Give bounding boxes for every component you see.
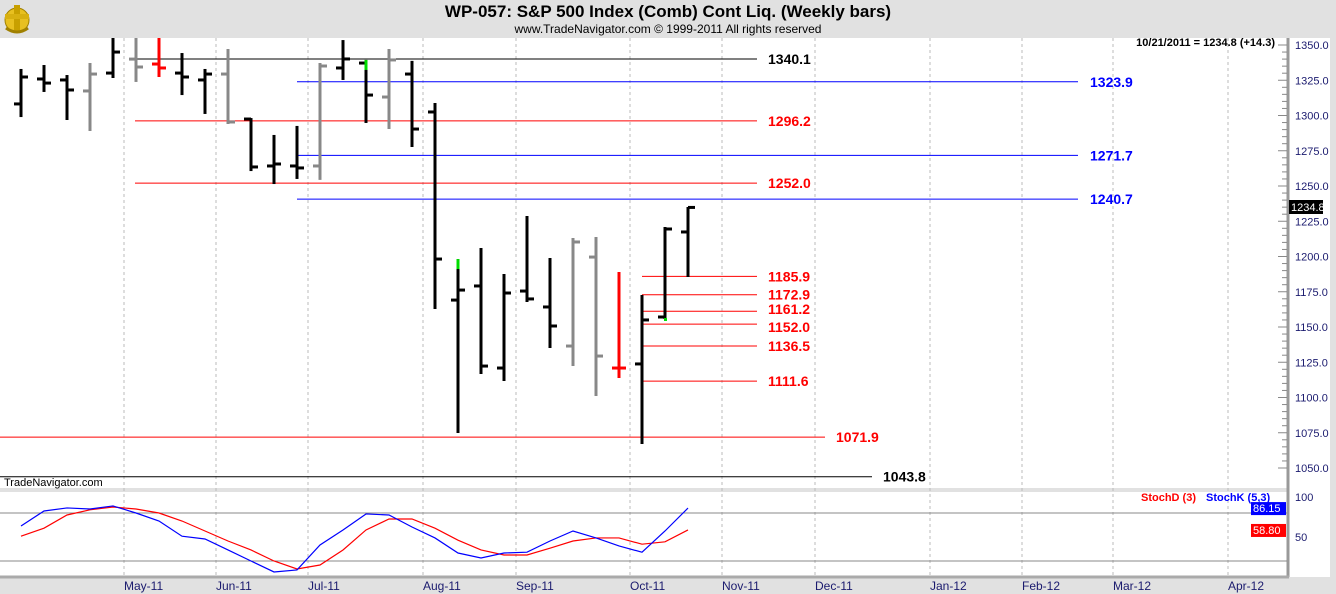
legend-stochd: StochD (3)	[1141, 492, 1196, 504]
y-tick-label: 1300.0	[1295, 111, 1329, 123]
y-tick-label: 1075.0	[1295, 428, 1329, 440]
level-label: 1161.2	[768, 301, 810, 317]
stochk-line	[20, 505, 689, 573]
legend-stochk: StochK (5,3)	[1206, 492, 1271, 504]
y-tick-label: 1275.0	[1295, 146, 1329, 158]
x-tick-label: Jan-12	[930, 579, 967, 593]
level-label: 1252.0	[768, 175, 811, 191]
level-label: 1152.0	[768, 319, 810, 335]
current-price-box	[1289, 200, 1323, 214]
level-label: 1043.8	[883, 469, 926, 485]
level-label: 1240.7	[1090, 191, 1133, 207]
signal-mark	[664, 317, 667, 321]
current-price-label: 1234.8	[1291, 202, 1325, 214]
level-label: 1271.7	[1090, 147, 1133, 163]
last-readout: 10/21/2011 = 1234.8 (+14.3)	[1136, 37, 1275, 49]
stochk-value: 86.15	[1253, 503, 1281, 515]
watermark: TradeNavigator.com	[4, 477, 103, 489]
stoch-panel	[0, 492, 1289, 576]
y-tick-label: 1050.0	[1295, 463, 1329, 475]
x-tick-label: Sep-11	[516, 579, 554, 593]
level-label: 1185.9	[768, 268, 810, 284]
stoch-value-box	[1251, 502, 1286, 516]
y-tick-label: 1325.0	[1295, 75, 1329, 87]
x-tick-label: Aug-11	[423, 579, 461, 593]
x-tick-label: Feb-12	[1022, 579, 1060, 593]
x-tick-label: Apr-12	[1228, 579, 1264, 593]
trade-navigator-logo	[4, 5, 30, 34]
chart-title: WP-057: S&P 500 Index (Comb) Cont Liq. (…	[444, 2, 892, 21]
y-tick-label: 1225.0	[1295, 216, 1329, 228]
level-label: 1323.9	[1090, 74, 1133, 90]
x-tick-label: Oct-11	[630, 579, 665, 593]
x-tick-label: Dec-11	[815, 579, 853, 593]
x-tick-label: Nov-11	[722, 579, 760, 593]
level-label: 1296.2	[768, 113, 811, 129]
x-tick-label: Mar-12	[1113, 579, 1151, 593]
price-panel	[0, 38, 1289, 488]
y-tick-label: 1150.0	[1295, 322, 1328, 334]
x-tick-label: May-11	[124, 579, 163, 593]
x-tick-label: Jun-11	[216, 579, 252, 593]
level-label: 1111.6	[768, 373, 809, 389]
chart-subtitle: www.TradeNavigator.com © 1999-2011 All r…	[514, 22, 822, 36]
level-label: 1071.9	[836, 429, 879, 445]
stoch-value-box	[1251, 523, 1286, 537]
y-tick-label: 1100.0	[1295, 393, 1328, 405]
level-label: 1136.5	[768, 338, 810, 354]
level-label: 1340.1	[768, 51, 811, 67]
stoch-y-tick: 50	[1295, 532, 1307, 544]
x-tick-label: Jul-11	[308, 579, 340, 593]
y-tick-label: 1125.0	[1295, 357, 1328, 369]
stochd-value: 58.80	[1253, 525, 1281, 537]
level-label: 1172.9	[768, 287, 810, 303]
stoch-y-tick: 100	[1295, 492, 1313, 504]
stochd-line	[20, 506, 689, 570]
y-tick-label: 1250.0	[1295, 181, 1329, 193]
price-axis	[1289, 38, 1330, 577]
y-tick-label: 1200.0	[1295, 252, 1329, 264]
y-tick-label: 1175.0	[1295, 287, 1328, 299]
y-tick-label: 1350.0	[1295, 40, 1329, 52]
